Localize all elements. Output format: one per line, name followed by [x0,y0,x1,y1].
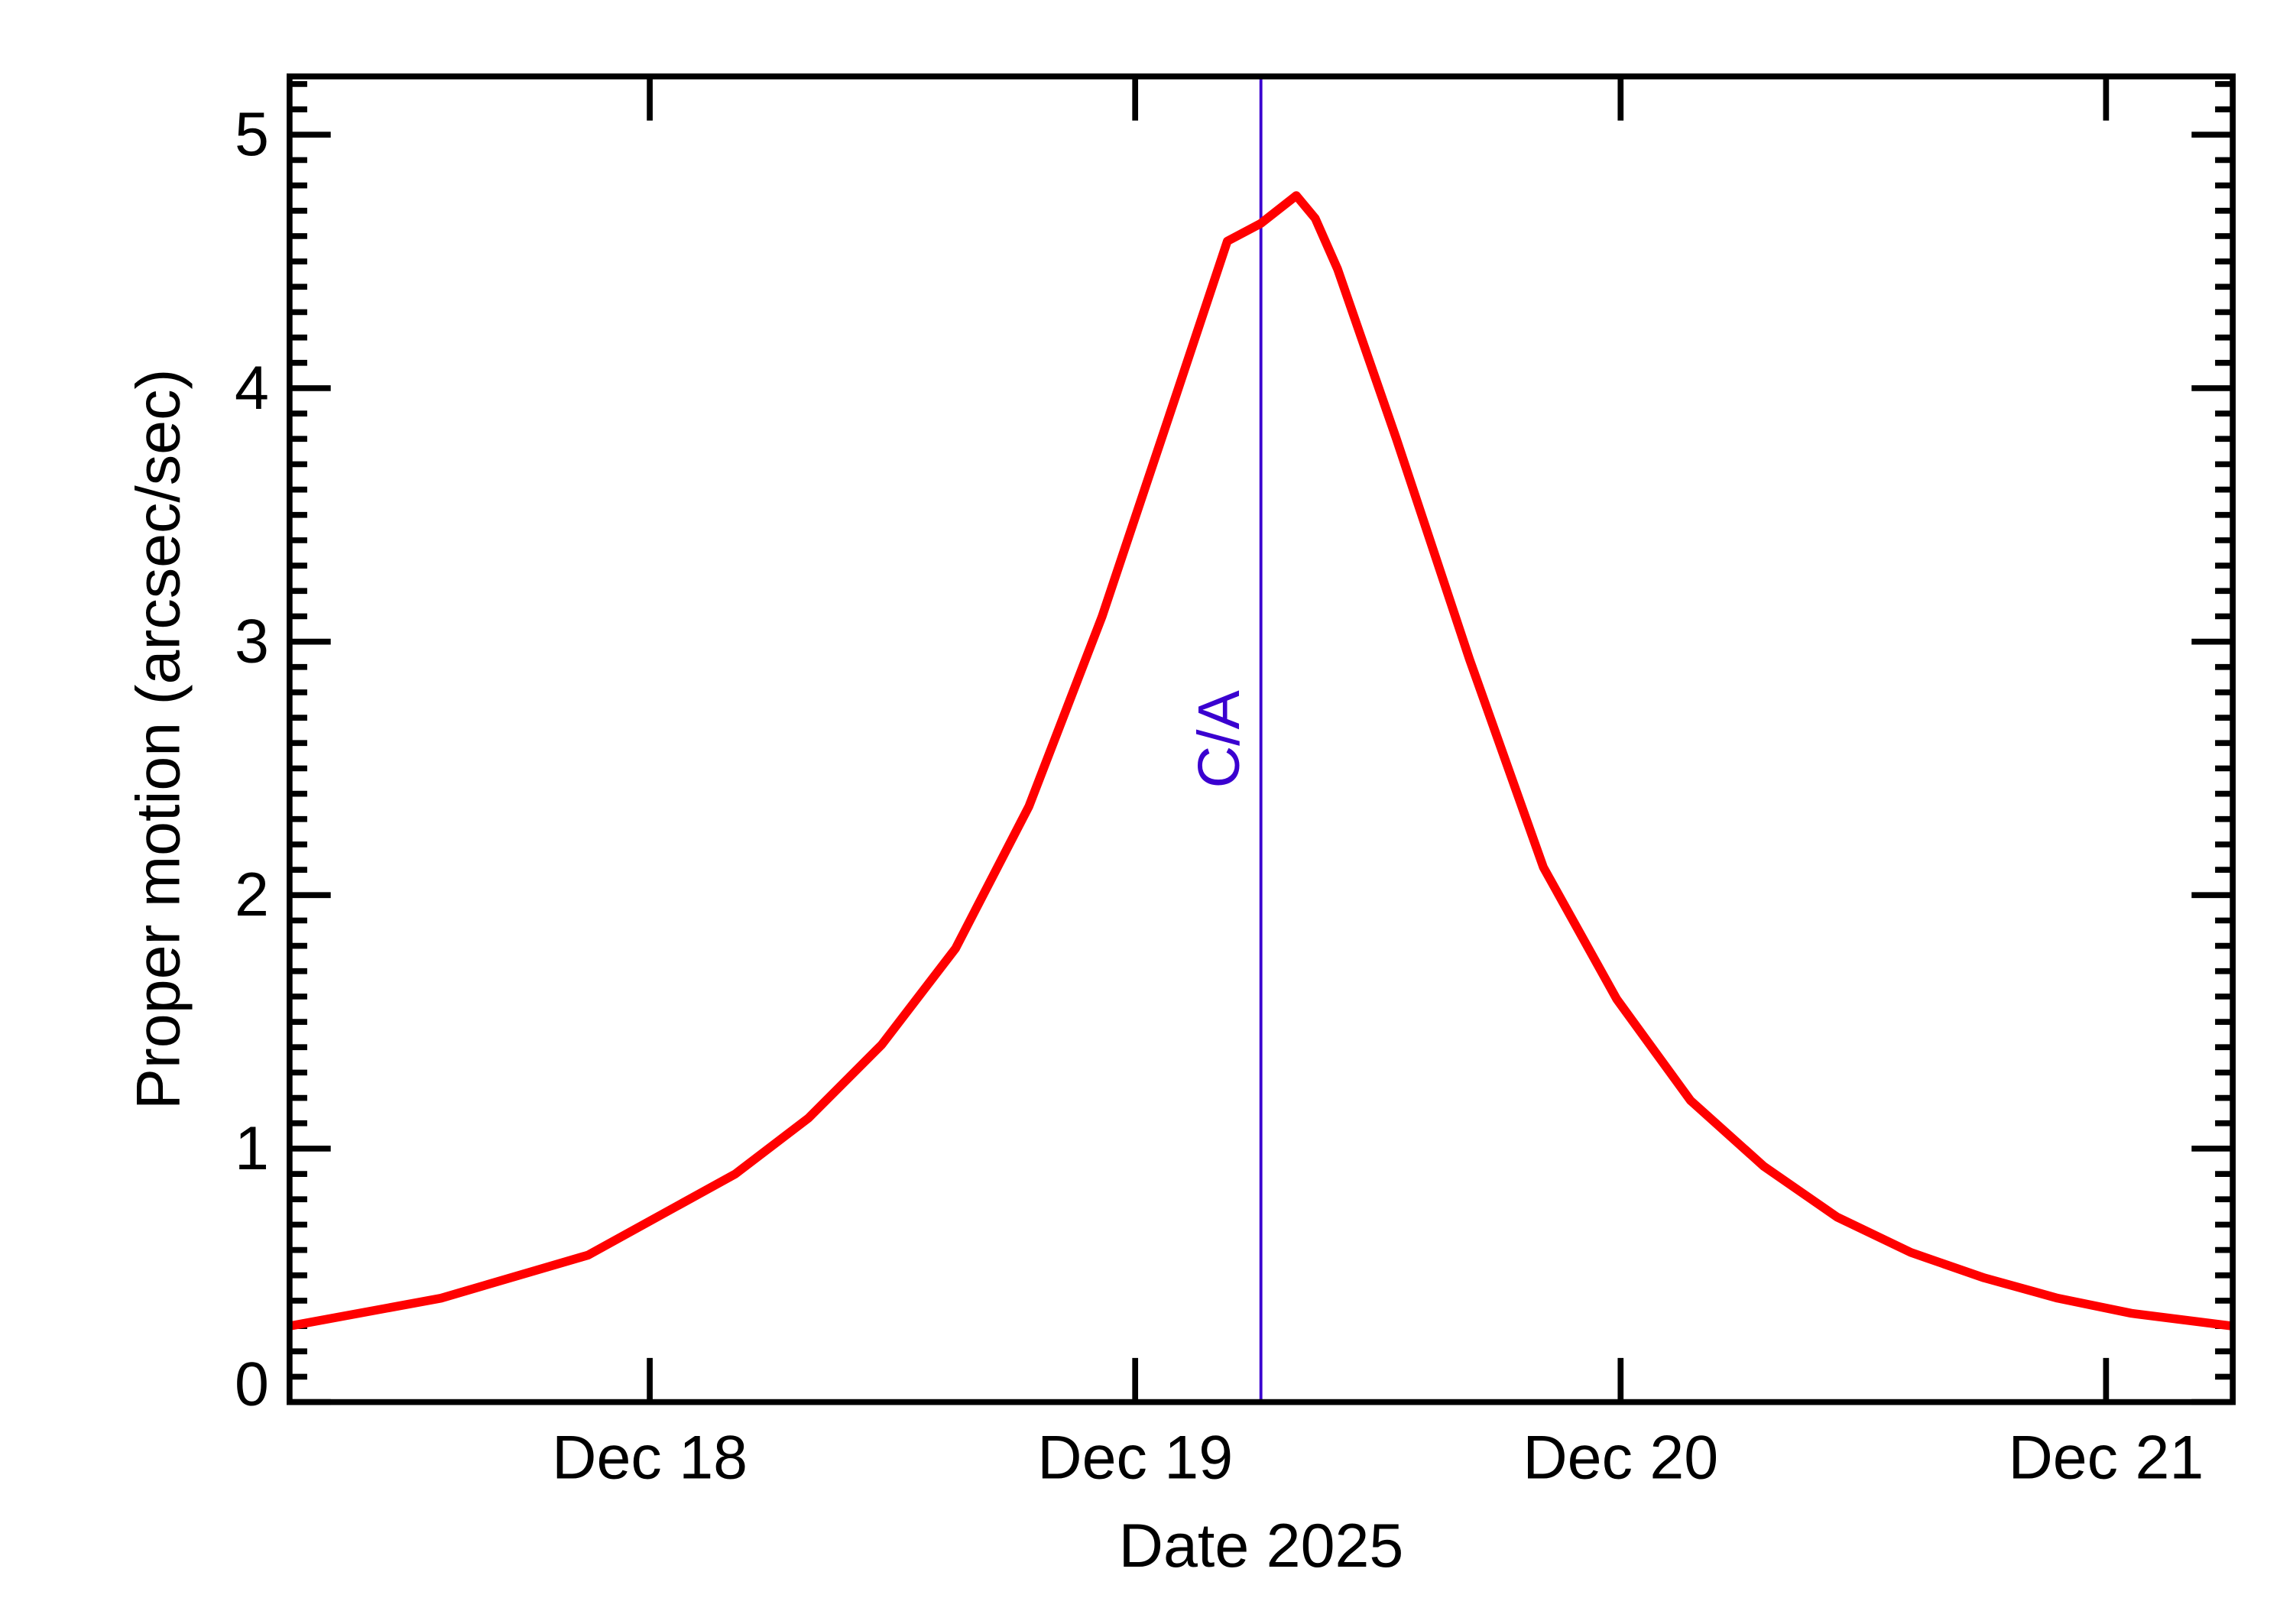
proper-motion-series-line [288,191,2233,1331]
plot-frame [287,73,2236,1405]
closest-approach-label: C/A [1186,690,1252,789]
x-tick-label: Dec 20 [1523,1424,1718,1493]
y-tick-label: 0 [235,1350,269,1418]
y-tick-label: 2 [235,861,269,929]
y-tick-label: 5 [235,100,269,169]
x-axis-label: Date 2025 [1119,1512,1404,1580]
y-tick-label: 4 [235,354,269,423]
x-tick-label: Dec 21 [2008,1424,2204,1493]
y-tick-label: 1 [235,1114,269,1183]
tick-labels: 0 1 2 3 4 5 Dec 18 Dec 19 Dec 20 Dec 21 [235,100,2204,1492]
y-axis-label: Proper motion (arcsec/sec) [125,369,193,1110]
x-tick-label: Dec 19 [1037,1424,1233,1493]
x-tick-label: Dec 18 [552,1424,748,1493]
y-tick-label: 3 [235,608,269,676]
